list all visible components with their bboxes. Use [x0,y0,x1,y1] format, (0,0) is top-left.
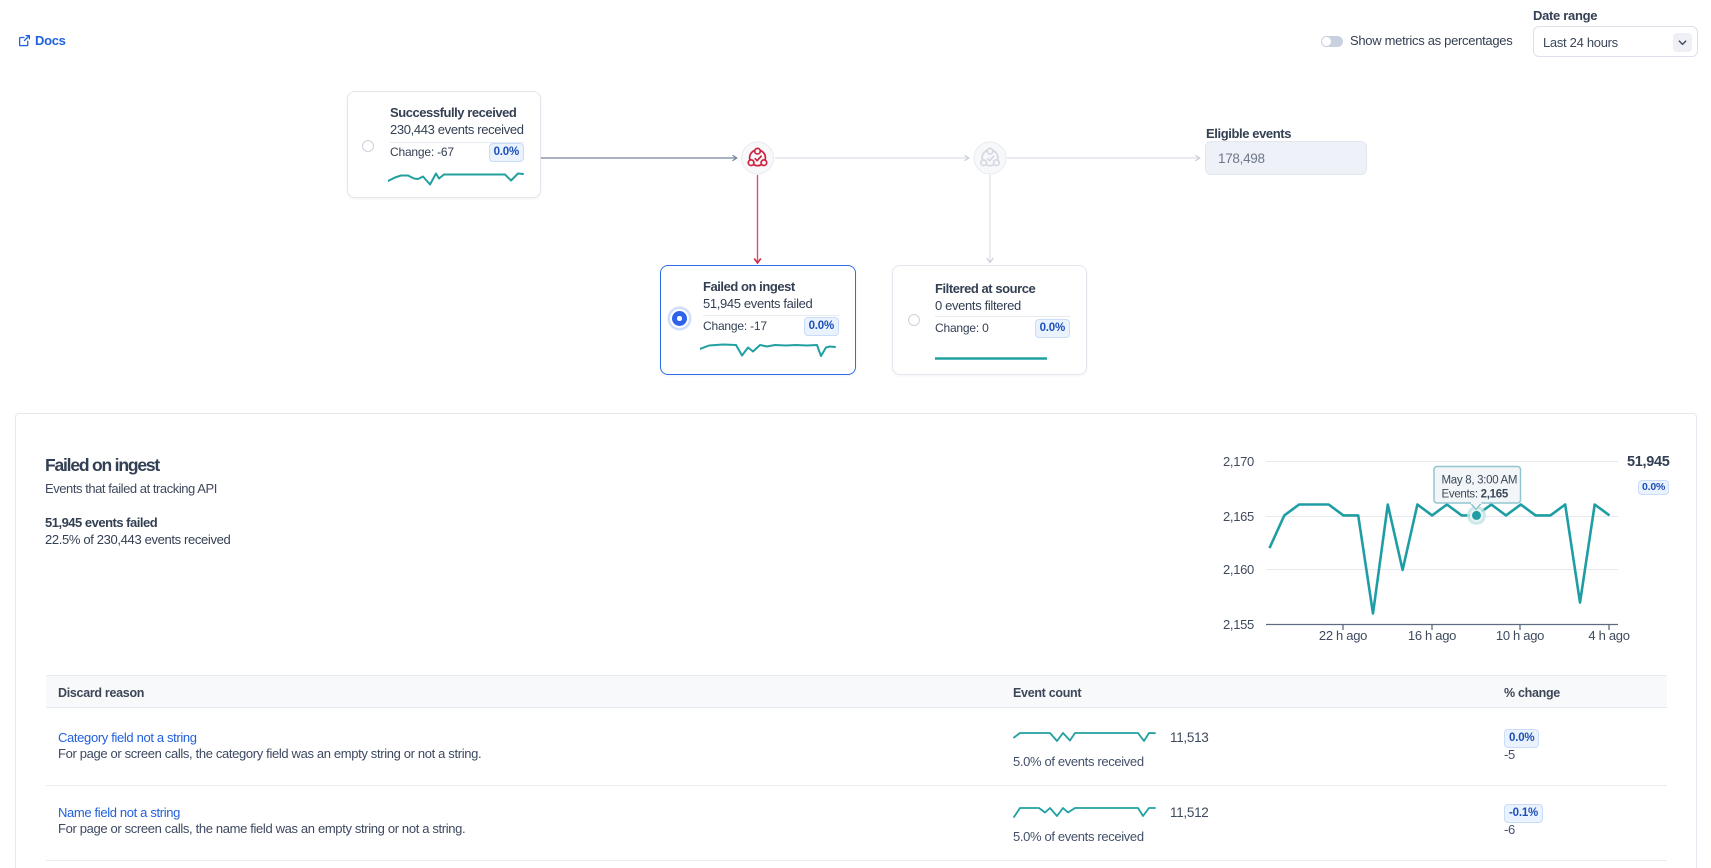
svg-text:2,165: 2,165 [1223,509,1254,524]
svg-text:2,170: 2,170 [1223,454,1254,469]
svg-text:Events: 2,165: Events: 2,165 [1442,489,1509,501]
svg-text:2,160: 2,160 [1223,562,1254,577]
svg-text:May 8, 3:00 AM: May 8, 3:00 AM [1442,475,1518,487]
svg-text:2,155: 2,155 [1223,617,1254,632]
svg-text:16 h ago: 16 h ago [1408,628,1456,643]
svg-text:22 h ago: 22 h ago [1319,628,1367,643]
svg-text:4 h ago: 4 h ago [1588,628,1629,643]
svg-text:10 h ago: 10 h ago [1496,628,1544,643]
